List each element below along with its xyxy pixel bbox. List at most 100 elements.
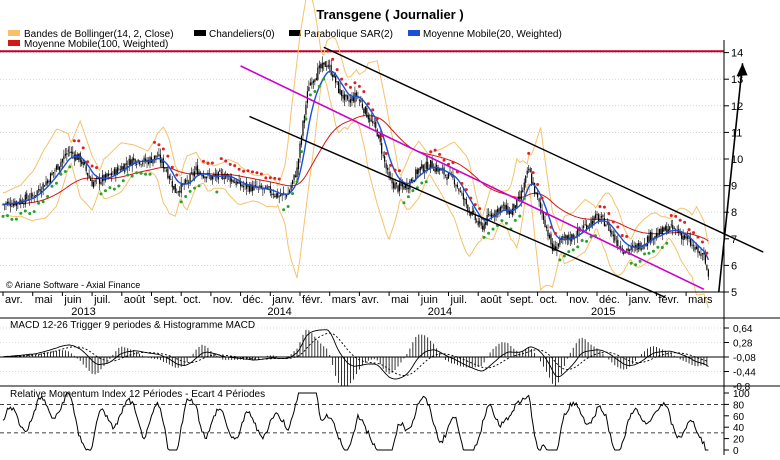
candle-body	[387, 167, 389, 170]
candle-body	[84, 161, 86, 165]
candle-body	[336, 81, 338, 83]
rmi-y-tick-label: 40	[733, 423, 745, 434]
candle-body	[388, 171, 390, 178]
candle-body	[591, 220, 594, 225]
candle-body	[75, 154, 77, 161]
candle-body	[446, 176, 448, 180]
x-tick-label: févr.	[302, 294, 323, 306]
candle-body	[623, 252, 625, 254]
candle-body	[294, 175, 297, 178]
sar-dot-down	[264, 176, 268, 180]
sar-dot-up	[567, 250, 571, 254]
x-tick-label: déc.	[599, 294, 620, 306]
candle-body	[434, 166, 436, 173]
candle-body	[61, 159, 63, 163]
candle-body	[496, 209, 499, 213]
candle-body	[568, 234, 570, 240]
sar-dot-up	[188, 189, 192, 193]
candle-body	[649, 231, 652, 243]
candle-body	[593, 216, 595, 223]
candle-body	[122, 166, 124, 171]
sar-dot-up	[1, 214, 5, 218]
candle-body	[692, 245, 695, 247]
sar-dot-down	[152, 140, 156, 144]
candle-body	[94, 179, 96, 183]
candle-body	[241, 184, 243, 187]
candle-body	[254, 184, 257, 186]
candle-body	[141, 162, 144, 164]
candle-body	[35, 195, 37, 197]
candle-body	[333, 74, 335, 78]
candle-body	[36, 190, 38, 196]
candle-body	[461, 192, 463, 194]
candle-body	[52, 172, 55, 174]
rmi-y-tick-label: 80	[733, 400, 745, 411]
sar-dot-down	[669, 214, 673, 218]
candle-body	[275, 193, 277, 198]
candle-body	[223, 177, 225, 179]
candle-body	[222, 174, 224, 180]
rmi-path	[2, 392, 709, 451]
candle-body	[661, 227, 663, 236]
candle-body	[54, 170, 56, 172]
candle-body	[698, 251, 701, 254]
sar-dot-down	[696, 235, 700, 239]
candle-body	[421, 163, 423, 169]
candle-body	[672, 225, 674, 230]
candle-body	[403, 185, 405, 190]
candle-body	[211, 176, 213, 180]
candle-body	[597, 214, 600, 222]
candle-body	[609, 230, 611, 233]
candle-body	[480, 222, 482, 226]
candle-body	[490, 213, 493, 218]
candle-body	[701, 253, 704, 255]
candle-body	[106, 173, 108, 178]
sar-dot-up	[647, 251, 651, 255]
x-tick-label: mars	[332, 294, 357, 306]
sar-dot-down	[175, 173, 179, 177]
candle-body	[170, 179, 172, 180]
candle-body	[113, 168, 115, 175]
candle-body	[179, 190, 181, 193]
candle-body	[584, 224, 586, 226]
candle-body	[545, 226, 548, 229]
candle-body	[373, 122, 375, 124]
candle-body	[660, 228, 662, 234]
sar-dot-up	[629, 261, 633, 265]
sar-dot-up	[420, 181, 424, 185]
sar-dot-down	[357, 84, 361, 88]
candle-body	[64, 153, 66, 156]
candle-body	[684, 234, 686, 239]
x-tick-label: août	[480, 294, 501, 306]
legend-item-bollinger: Bandes de Bollinger(14, 2, Close)	[24, 29, 174, 40]
candle-body	[553, 244, 555, 251]
candle-body	[686, 236, 689, 239]
sar-dot-up	[112, 187, 116, 191]
sar-dot-up	[558, 258, 562, 262]
upper-trendline	[323, 46, 764, 253]
sar-dot-down	[678, 218, 682, 222]
sar-dot-up	[282, 208, 286, 212]
candle-body	[329, 65, 331, 67]
macd-lines	[2, 329, 709, 380]
x-tick-label: avr.	[5, 294, 23, 306]
year-label: 2014	[428, 306, 452, 318]
candle-body	[67, 150, 69, 152]
candle-body	[594, 214, 597, 219]
sar-dot-up	[518, 214, 522, 218]
candle-body	[266, 187, 268, 189]
candle-body	[645, 244, 647, 247]
candle-body	[654, 236, 656, 239]
candle-body	[487, 213, 490, 216]
macd-line	[2, 329, 709, 380]
sar-dot-down	[259, 172, 263, 176]
sar-dot-up	[139, 171, 143, 175]
sar-dot-down	[90, 164, 94, 168]
candle-body	[495, 210, 497, 218]
candle-body	[529, 168, 531, 173]
candle-body	[247, 185, 249, 188]
candle-body	[274, 196, 276, 197]
candle-body	[321, 62, 323, 69]
candle-body	[361, 103, 363, 108]
